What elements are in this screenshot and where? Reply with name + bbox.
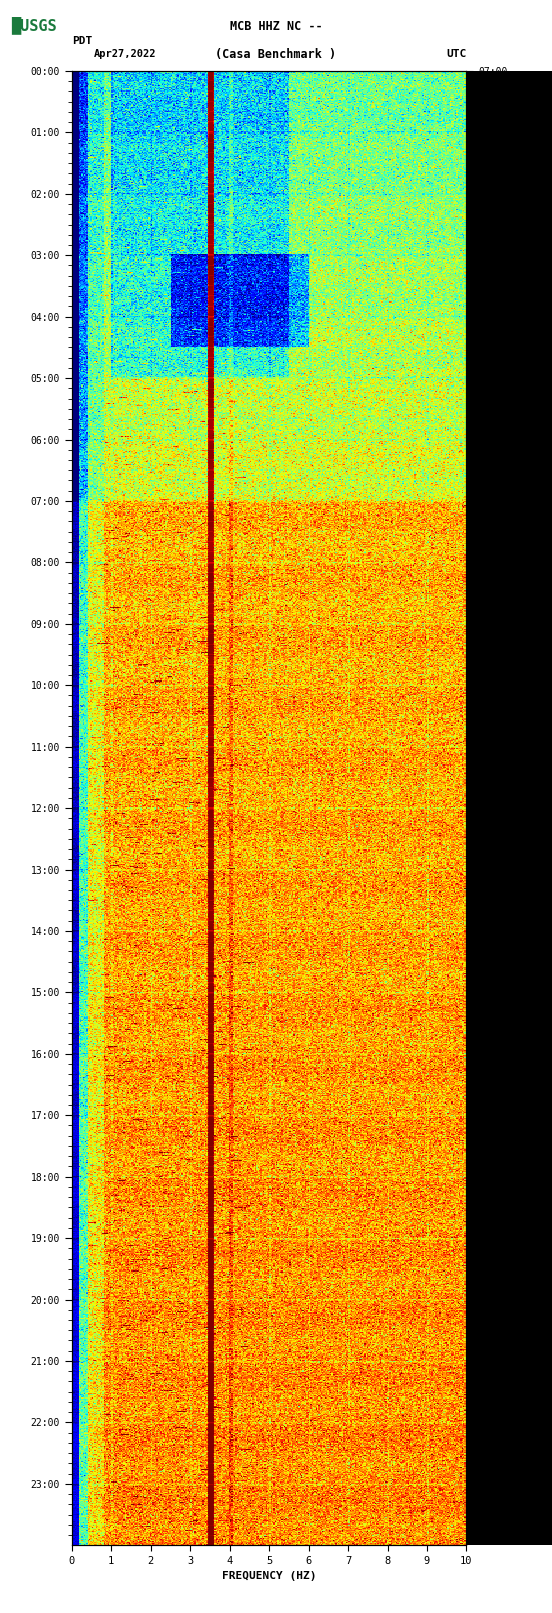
Text: PDT: PDT: [72, 37, 92, 47]
Text: Apr27,2022: Apr27,2022: [94, 50, 156, 60]
Text: MCB HHZ NC --: MCB HHZ NC --: [230, 19, 322, 32]
Text: UTC: UTC: [446, 50, 466, 60]
X-axis label: FREQUENCY (HZ): FREQUENCY (HZ): [222, 1571, 316, 1581]
Text: (Casa Benchmark ): (Casa Benchmark ): [215, 48, 337, 61]
Text: █USGS: █USGS: [11, 16, 57, 34]
